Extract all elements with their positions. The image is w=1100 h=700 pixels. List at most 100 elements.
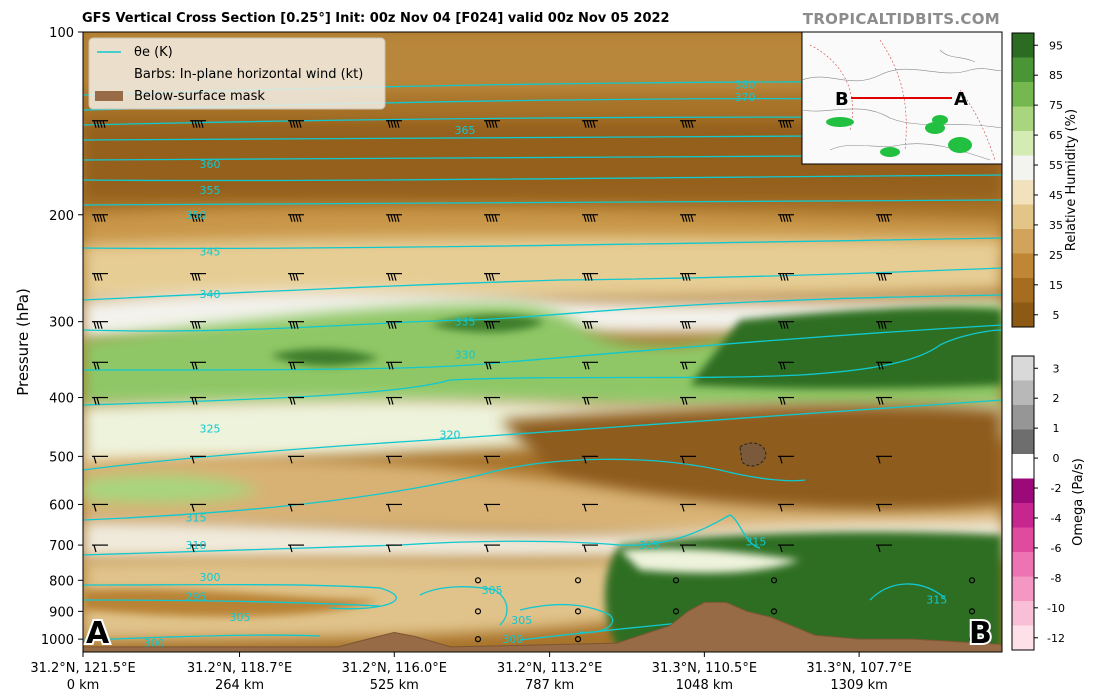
theta-e-label: 365 xyxy=(455,124,476,137)
wind-barb xyxy=(582,544,598,553)
wind-barb xyxy=(190,273,206,281)
colorbar-segment xyxy=(1012,405,1034,430)
wind-barb xyxy=(680,321,696,329)
wind-barb xyxy=(484,544,500,553)
colorbar-tick-label: 1 xyxy=(1053,422,1060,435)
wind-barb xyxy=(484,214,500,222)
wind-barb xyxy=(288,361,304,370)
wind-barb xyxy=(582,120,598,128)
calm-wind-marker xyxy=(770,608,778,615)
calm-wind-marker xyxy=(770,577,778,584)
wind-barb xyxy=(778,273,794,281)
calm-wind-marker xyxy=(574,636,582,643)
wind-barb xyxy=(92,503,108,512)
colorbar-tick-label: 45 xyxy=(1049,189,1063,202)
wind-barb xyxy=(288,120,304,128)
wind-barb xyxy=(582,455,598,464)
inset-point-a: A xyxy=(954,89,968,110)
wind-barb xyxy=(680,396,696,405)
inset-red-contours xyxy=(809,39,996,161)
inset-point-b: B xyxy=(835,89,849,110)
wind-barb xyxy=(190,503,206,512)
theta-e-label: 305 xyxy=(482,584,503,597)
wind-barb xyxy=(778,544,794,553)
theta-e-label: 330 xyxy=(455,349,476,362)
y-axis: 100 200 300 400 500 600 700 800 900 1000 xyxy=(41,26,83,648)
colorbar-tick-label: 5 xyxy=(1053,309,1060,322)
y-tick-label: 100 xyxy=(49,26,74,41)
x-tick-distance: 0 km xyxy=(67,678,100,693)
x-tick-distance: 264 km xyxy=(215,678,264,693)
x-tick-coord: 31.3°N, 107.7°E xyxy=(806,661,911,676)
y-tick-label: 800 xyxy=(49,574,74,589)
colorbar-segment xyxy=(1012,503,1034,528)
wind-barb xyxy=(386,396,402,405)
wind-barb xyxy=(778,396,794,405)
wind-barb xyxy=(484,120,500,128)
wind-barb xyxy=(190,120,206,128)
colorbar-segment xyxy=(1012,478,1034,504)
colorbar-tick-label: 3 xyxy=(1053,362,1060,375)
y-tick-label: 900 xyxy=(49,605,74,620)
colorbar-frame xyxy=(1011,32,1035,328)
wind-barb xyxy=(92,273,108,281)
omega-colorbar: 3 2 1 0 -2 -4 -6 -8 -10 -12 xyxy=(1011,355,1065,651)
wind-barb xyxy=(92,361,108,370)
colorbar-tick-label: -2 xyxy=(1051,482,1062,495)
wind-barb xyxy=(680,361,696,370)
colorbar-tick-label: 55 xyxy=(1049,159,1063,172)
y-tick-label: 1000 xyxy=(41,633,74,648)
colorbar-tick-label: -4 xyxy=(1051,512,1062,525)
wind-barb xyxy=(92,544,108,553)
colorbar-segment xyxy=(1012,302,1034,328)
colorbar-tick-label: 25 xyxy=(1049,249,1063,262)
wind-barb xyxy=(582,503,598,512)
colorbar-tick-label: 95 xyxy=(1049,39,1063,52)
y-tick-label: 300 xyxy=(49,316,74,331)
terrain-mask xyxy=(82,601,1003,653)
theta-e-label: 370 xyxy=(735,91,756,104)
colorbar-tick-label: 65 xyxy=(1049,129,1063,142)
calm-wind-marker xyxy=(968,577,976,584)
theta-e-label: 315 xyxy=(745,535,766,548)
colorbar-frame xyxy=(1011,355,1035,651)
colorbar-segment xyxy=(1012,454,1034,479)
wind-barb xyxy=(484,321,500,329)
x-axis: 31.2°N, 121.5°E 0 km 31.2°N, 118.7°E 264 km… xyxy=(30,652,912,693)
wind-barb xyxy=(484,396,500,405)
wind-barb xyxy=(484,361,500,370)
wind-barb xyxy=(288,455,304,464)
wind-barb xyxy=(288,544,304,553)
x-tick-coord: 31.3°N, 110.5°E xyxy=(652,661,757,676)
wind-barb xyxy=(484,455,500,464)
colorbar-segment xyxy=(1012,253,1034,279)
y-tick-label: 700 xyxy=(49,539,74,554)
theta-e-label: 305 xyxy=(511,614,532,627)
x-tick-coord: 31.2°N, 116.0°E xyxy=(342,661,447,676)
calm-wind-marker xyxy=(474,577,482,584)
colorbar-segment xyxy=(1012,552,1034,577)
theta-e-label: 355 xyxy=(200,184,221,197)
colorbar-segment xyxy=(1012,82,1034,107)
colorbar-tick-label: 85 xyxy=(1049,69,1063,82)
wind-barb xyxy=(680,120,696,128)
rh-colorbar: 95 85 75 65 55 45 35 25 15 5 xyxy=(1011,32,1063,328)
theta-e-label: 335 xyxy=(455,316,476,329)
wind-barb xyxy=(582,214,598,222)
wind-barb xyxy=(680,544,696,553)
y-tick-label: 600 xyxy=(49,498,74,513)
colorbar-segment xyxy=(1012,527,1034,553)
calm-wind-marker xyxy=(474,608,482,615)
y-tick-label: 400 xyxy=(49,392,74,407)
colorbar-segment xyxy=(1012,429,1034,455)
x-tick-coord: 31.2°N, 121.5°E xyxy=(30,661,135,676)
theta-e-label: 305 xyxy=(230,611,251,624)
theta-e-label: 315 xyxy=(639,539,660,552)
wind-barb xyxy=(582,396,598,405)
inset-precip xyxy=(826,115,972,157)
colorbar-tick-label: -10 xyxy=(1047,602,1065,615)
wind-barb xyxy=(386,273,402,281)
colorbar-segment xyxy=(1012,229,1034,254)
colorbar-segment xyxy=(1012,625,1034,651)
